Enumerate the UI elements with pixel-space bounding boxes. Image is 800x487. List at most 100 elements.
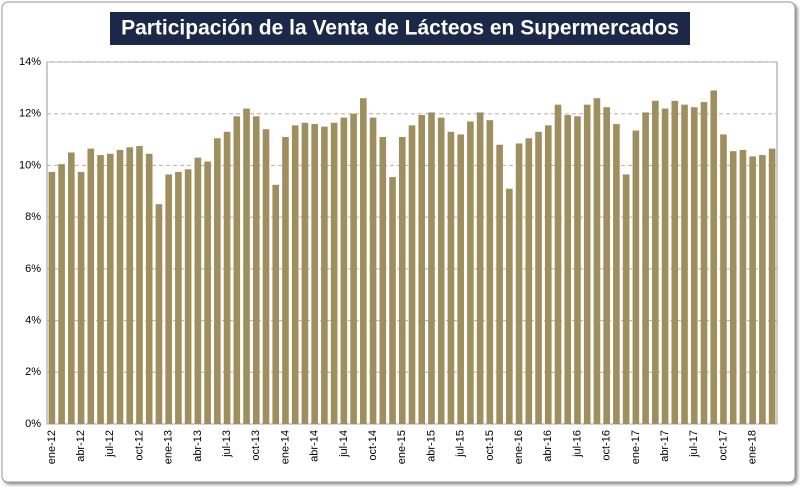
bar — [340, 117, 348, 424]
bar — [214, 138, 221, 424]
x-tick-label: abr-15 — [425, 430, 437, 462]
bar — [506, 188, 513, 424]
bar — [428, 112, 435, 425]
bar — [418, 115, 426, 424]
y-tick-label: 2% — [25, 366, 41, 378]
bar — [632, 130, 640, 424]
x-tick-label: ene-16 — [513, 430, 525, 464]
bar — [126, 147, 134, 425]
bar — [291, 125, 299, 424]
x-tick-label: jul-15 — [455, 430, 467, 458]
y-tick-label: 6% — [25, 263, 41, 275]
bar — [739, 149, 747, 424]
bar — [583, 104, 591, 425]
bar — [311, 124, 318, 425]
bar — [136, 146, 143, 425]
bar — [544, 125, 552, 424]
bar — [194, 157, 202, 424]
bar — [243, 108, 250, 425]
bar — [476, 112, 484, 425]
bar — [574, 116, 581, 425]
bar — [593, 98, 601, 424]
bar — [525, 138, 533, 424]
bar — [671, 100, 679, 425]
bar — [759, 155, 766, 425]
x-tick-label: abr-17 — [659, 430, 671, 462]
bar — [369, 117, 377, 424]
x-tick-label: oct-13 — [250, 430, 262, 461]
bar — [768, 148, 776, 424]
bar — [661, 108, 669, 425]
bar — [77, 171, 85, 424]
x-tick-label: abr-16 — [542, 430, 554, 462]
bar — [622, 174, 630, 424]
x-tick-label: ene-14 — [279, 430, 291, 464]
bar — [262, 129, 270, 424]
x-tick-label: abr-13 — [192, 430, 204, 462]
x-tick-label: oct-17 — [717, 430, 729, 461]
bar — [486, 120, 494, 424]
x-tick-label: ene-17 — [630, 430, 642, 464]
y-tick-label: 8% — [25, 211, 41, 223]
y-tick-label: 4% — [25, 314, 41, 326]
x-tick-label: jul-13 — [221, 430, 233, 458]
bar — [603, 107, 610, 424]
bar — [116, 149, 124, 424]
y-tick-label: 12% — [19, 108, 41, 120]
bar — [681, 104, 688, 425]
bar — [700, 102, 708, 424]
bar — [515, 143, 523, 424]
bar — [379, 136, 387, 424]
x-tick-label: oct-16 — [601, 430, 613, 461]
bar — [564, 115, 572, 424]
bar — [272, 184, 280, 424]
bar — [68, 152, 75, 424]
x-tick-label: oct-14 — [367, 430, 379, 461]
bar — [437, 117, 445, 424]
x-tick-label: abr-14 — [309, 430, 321, 462]
y-tick-label: 0% — [25, 418, 41, 430]
y-tick-label: 10% — [19, 159, 41, 171]
bar — [447, 131, 455, 425]
bar — [321, 126, 328, 425]
bar — [184, 169, 192, 424]
x-tick-label: jul-16 — [571, 430, 583, 458]
bar — [145, 153, 153, 425]
bar — [613, 124, 620, 425]
bar — [710, 90, 718, 424]
bar — [233, 116, 241, 425]
bar — [535, 131, 542, 425]
x-tick-label: jul-12 — [104, 430, 116, 458]
bar — [223, 131, 231, 425]
bar — [467, 121, 474, 424]
bar — [165, 174, 172, 424]
bar — [106, 153, 114, 425]
bar — [350, 113, 357, 424]
x-tick-label: ene-13 — [163, 430, 175, 464]
bar — [330, 122, 338, 424]
x-tick-label: ene-12 — [46, 430, 58, 464]
bar — [690, 107, 698, 424]
bar — [97, 155, 104, 425]
x-tick-label: oct-15 — [484, 430, 496, 461]
x-tick-label: oct-12 — [133, 430, 145, 461]
y-tick-label: 14% — [19, 56, 41, 68]
x-tick-label: ene-18 — [747, 430, 759, 464]
bar — [398, 136, 406, 424]
x-tick-label: abr-12 — [75, 430, 87, 462]
x-tick-label: jul-14 — [338, 430, 350, 458]
bar — [408, 125, 416, 424]
bar — [252, 116, 260, 425]
bar — [282, 136, 289, 424]
bar — [204, 161, 211, 425]
bar — [554, 104, 562, 425]
bar — [652, 100, 659, 425]
bar — [389, 177, 396, 424]
chart-title: Participación de la Venta de Lácteos en … — [121, 17, 679, 40]
x-tick-label: jul-17 — [688, 430, 700, 458]
bar — [729, 151, 737, 424]
bar — [720, 134, 727, 424]
bar — [642, 112, 649, 425]
bar — [749, 156, 756, 424]
